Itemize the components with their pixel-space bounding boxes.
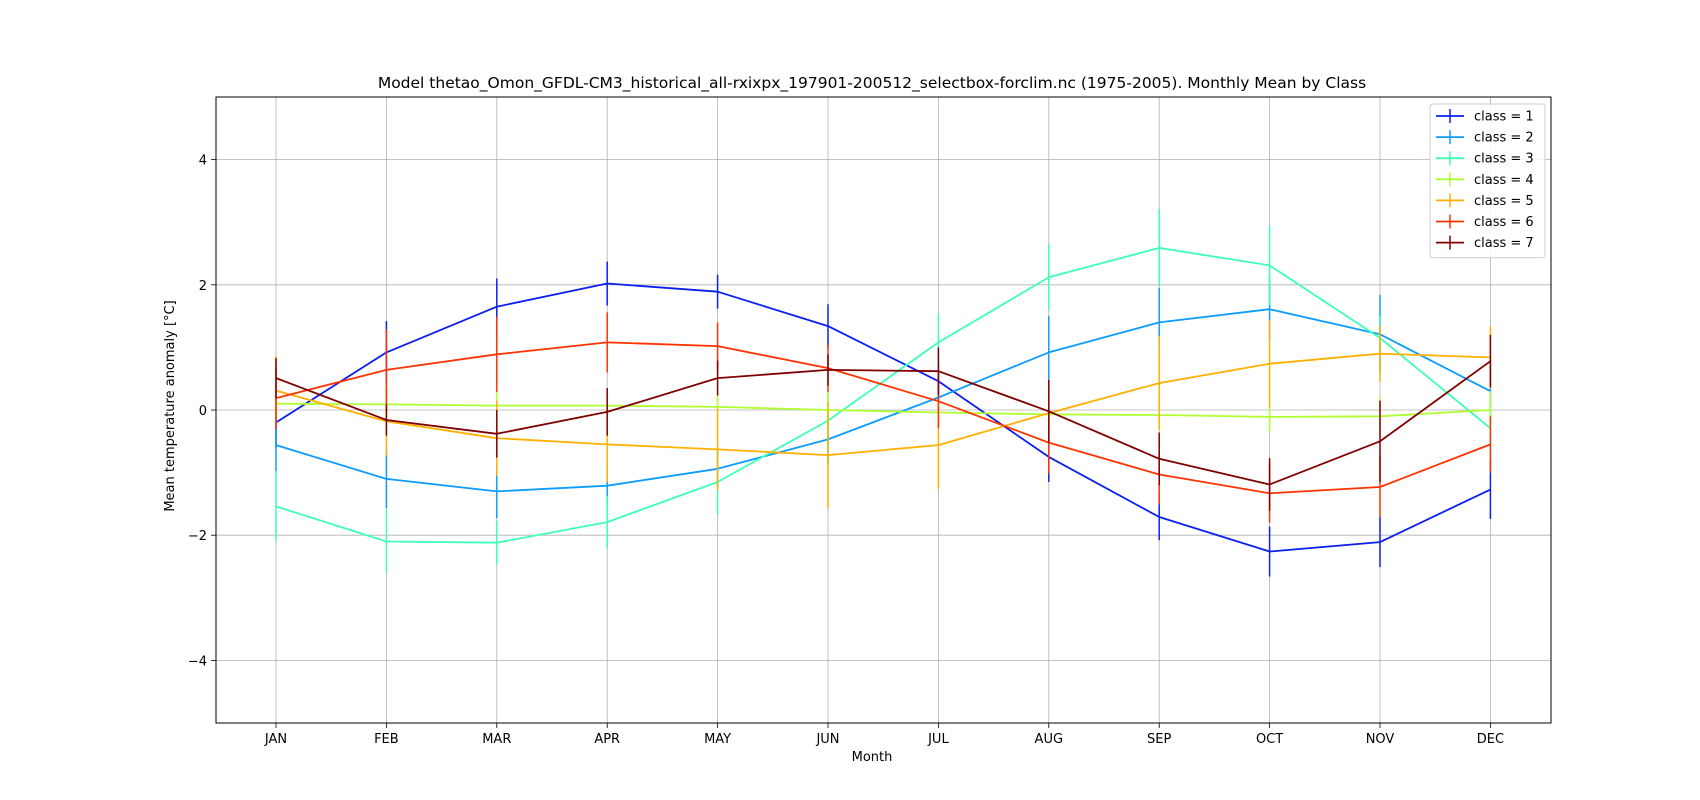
legend-item: class = 4 bbox=[1436, 172, 1534, 188]
legend-item: class = 3 bbox=[1436, 151, 1534, 167]
legend: class = 1 class = 2 class = 3 class = 4 clas… bbox=[1429, 103, 1546, 259]
x-tick-label: JUL bbox=[927, 732, 949, 747]
series-7 bbox=[275, 334, 1492, 511]
x-tick-label: AUG bbox=[1035, 732, 1063, 747]
series-line bbox=[275, 308, 1491, 493]
y-tick-label: −2 bbox=[188, 529, 207, 544]
series-line bbox=[275, 360, 1491, 486]
x-tick-label: FEB bbox=[374, 732, 399, 747]
series-5 bbox=[275, 319, 1492, 509]
grid-lines bbox=[216, 97, 1551, 723]
series-line bbox=[275, 282, 1491, 553]
series-line bbox=[275, 341, 1491, 495]
legend-item: class = 7 bbox=[1436, 235, 1534, 251]
y-axis-label: Mean temperature anomaly [°C] bbox=[163, 300, 178, 511]
x-tick-label: DEC bbox=[1477, 732, 1504, 747]
legend-label: class = 3 bbox=[1474, 152, 1534, 167]
x-axis-label: Month bbox=[852, 750, 893, 765]
x-tick-label: APR bbox=[594, 732, 620, 747]
y-tick-label: 4 bbox=[199, 154, 207, 169]
legend-label: class = 1 bbox=[1474, 110, 1534, 125]
y-tick-label: 0 bbox=[199, 404, 207, 419]
legend-label: class = 7 bbox=[1474, 236, 1534, 251]
series-line bbox=[275, 402, 1491, 418]
axis-ticks: JAN FEB MAR APR MAY JUN JUL AUG SEP OCT NOV DEC −4 −2… bbox=[188, 154, 1504, 747]
legend-label: class = 5 bbox=[1474, 194, 1534, 209]
y-tick-label: −4 bbox=[188, 654, 207, 669]
legend-item: class = 1 bbox=[1436, 109, 1534, 125]
series-line bbox=[275, 246, 1491, 544]
series-3 bbox=[275, 209, 1492, 573]
series-line bbox=[275, 352, 1491, 457]
plot-series bbox=[275, 209, 1492, 577]
x-tick-label: NOV bbox=[1366, 732, 1395, 747]
y-tick-label: 2 bbox=[199, 279, 207, 294]
series-2 bbox=[275, 277, 1492, 519]
chart-title: Model thetao_Omon_GFDL-CM3_historical_al… bbox=[378, 74, 1366, 93]
x-tick-label: MAY bbox=[704, 732, 731, 747]
legend-label: class = 6 bbox=[1474, 215, 1534, 230]
legend-item: class = 6 bbox=[1436, 214, 1534, 230]
legend-label: class = 4 bbox=[1474, 173, 1534, 188]
legend-item: class = 2 bbox=[1436, 130, 1534, 146]
x-tick-label: OCT bbox=[1256, 732, 1283, 747]
legend-box bbox=[1429, 103, 1546, 259]
x-tick-label: JAN bbox=[264, 732, 287, 747]
x-tick-label: SEP bbox=[1147, 732, 1171, 747]
legend-label: class = 2 bbox=[1474, 131, 1534, 146]
x-tick-label: JUN bbox=[815, 732, 839, 747]
x-tick-label: MAR bbox=[482, 732, 511, 747]
legend-item: class = 5 bbox=[1436, 193, 1534, 209]
